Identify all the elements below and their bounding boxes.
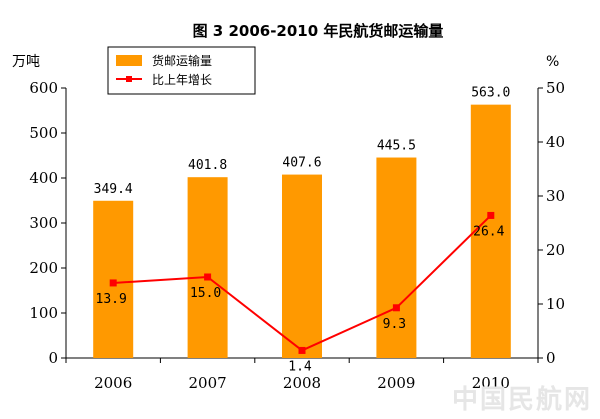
left-tick-label: 100 [29,304,58,322]
bar [93,200,134,358]
bar-value-label: 349.4 [94,182,133,197]
data-labels: 349.4 401.8 407.6 445.5 563.0 13.9 15.0 1.4 9.3 2… [94,86,511,375]
x-tick-label: 2008 [283,374,321,392]
growth-point [204,273,212,281]
bar [282,174,322,358]
right-tick-label: 20 [546,241,565,259]
x-tick-label: 2007 [189,374,227,392]
growth-value-label: 1.4 [288,359,312,374]
growth-line [109,211,495,354]
bar-value-label: 563.0 [471,86,510,101]
bars [93,104,511,359]
left-axis-unit: 万吨 [12,54,40,70]
axes: 0 100 200 300 400 500 600 0 10 20 30 40 50 2006 2007 20… [29,79,565,392]
bar-value-label: 445.5 [377,139,416,154]
growth-point [392,304,400,312]
x-tick-label: 2006 [94,374,132,392]
growth-point [109,279,117,287]
left-tick-label: 0 [48,349,58,367]
growth-point [298,346,306,354]
right-tick-label: 50 [546,79,565,97]
chart-title: 图 3 2006-2010 年民航货邮运输量 [193,22,444,40]
x-tick-label: 2009 [377,374,415,392]
legend-line-label: 比上年增长 [152,73,212,87]
legend-bar-swatch [116,55,142,66]
bar [470,104,511,359]
bar [187,177,228,358]
legend-line-marker [126,76,132,82]
right-tick-label: 40 [546,133,565,151]
legend: 货邮运输量 比上年增长 [107,46,256,95]
bar [376,157,417,358]
bar-value-label: 407.6 [282,156,321,171]
right-tick-label: 10 [546,295,565,313]
watermark: 中国民航网 [452,384,592,415]
growth-value-label: 9.3 [383,317,406,332]
growth-point [487,211,495,219]
legend-box [107,46,256,95]
right-tick-label: 30 [546,187,565,205]
left-tick-label: 400 [29,169,58,187]
left-tick-label: 300 [29,214,58,232]
left-tick-label: 600 [29,79,58,97]
legend-bar-label: 货邮运输量 [152,53,212,68]
growth-value-label: 26.4 [473,224,504,239]
growth-value-label: 13.9 [96,292,127,307]
left-tick-label: 200 [29,259,58,277]
right-tick-label: 0 [546,349,556,367]
right-axis-unit: % [546,54,559,70]
growth-value-label: 15.0 [190,286,221,301]
x-tick-label: 2010 [472,374,510,392]
bar-value-label: 401.8 [188,158,227,173]
left-tick-label: 500 [29,124,58,142]
